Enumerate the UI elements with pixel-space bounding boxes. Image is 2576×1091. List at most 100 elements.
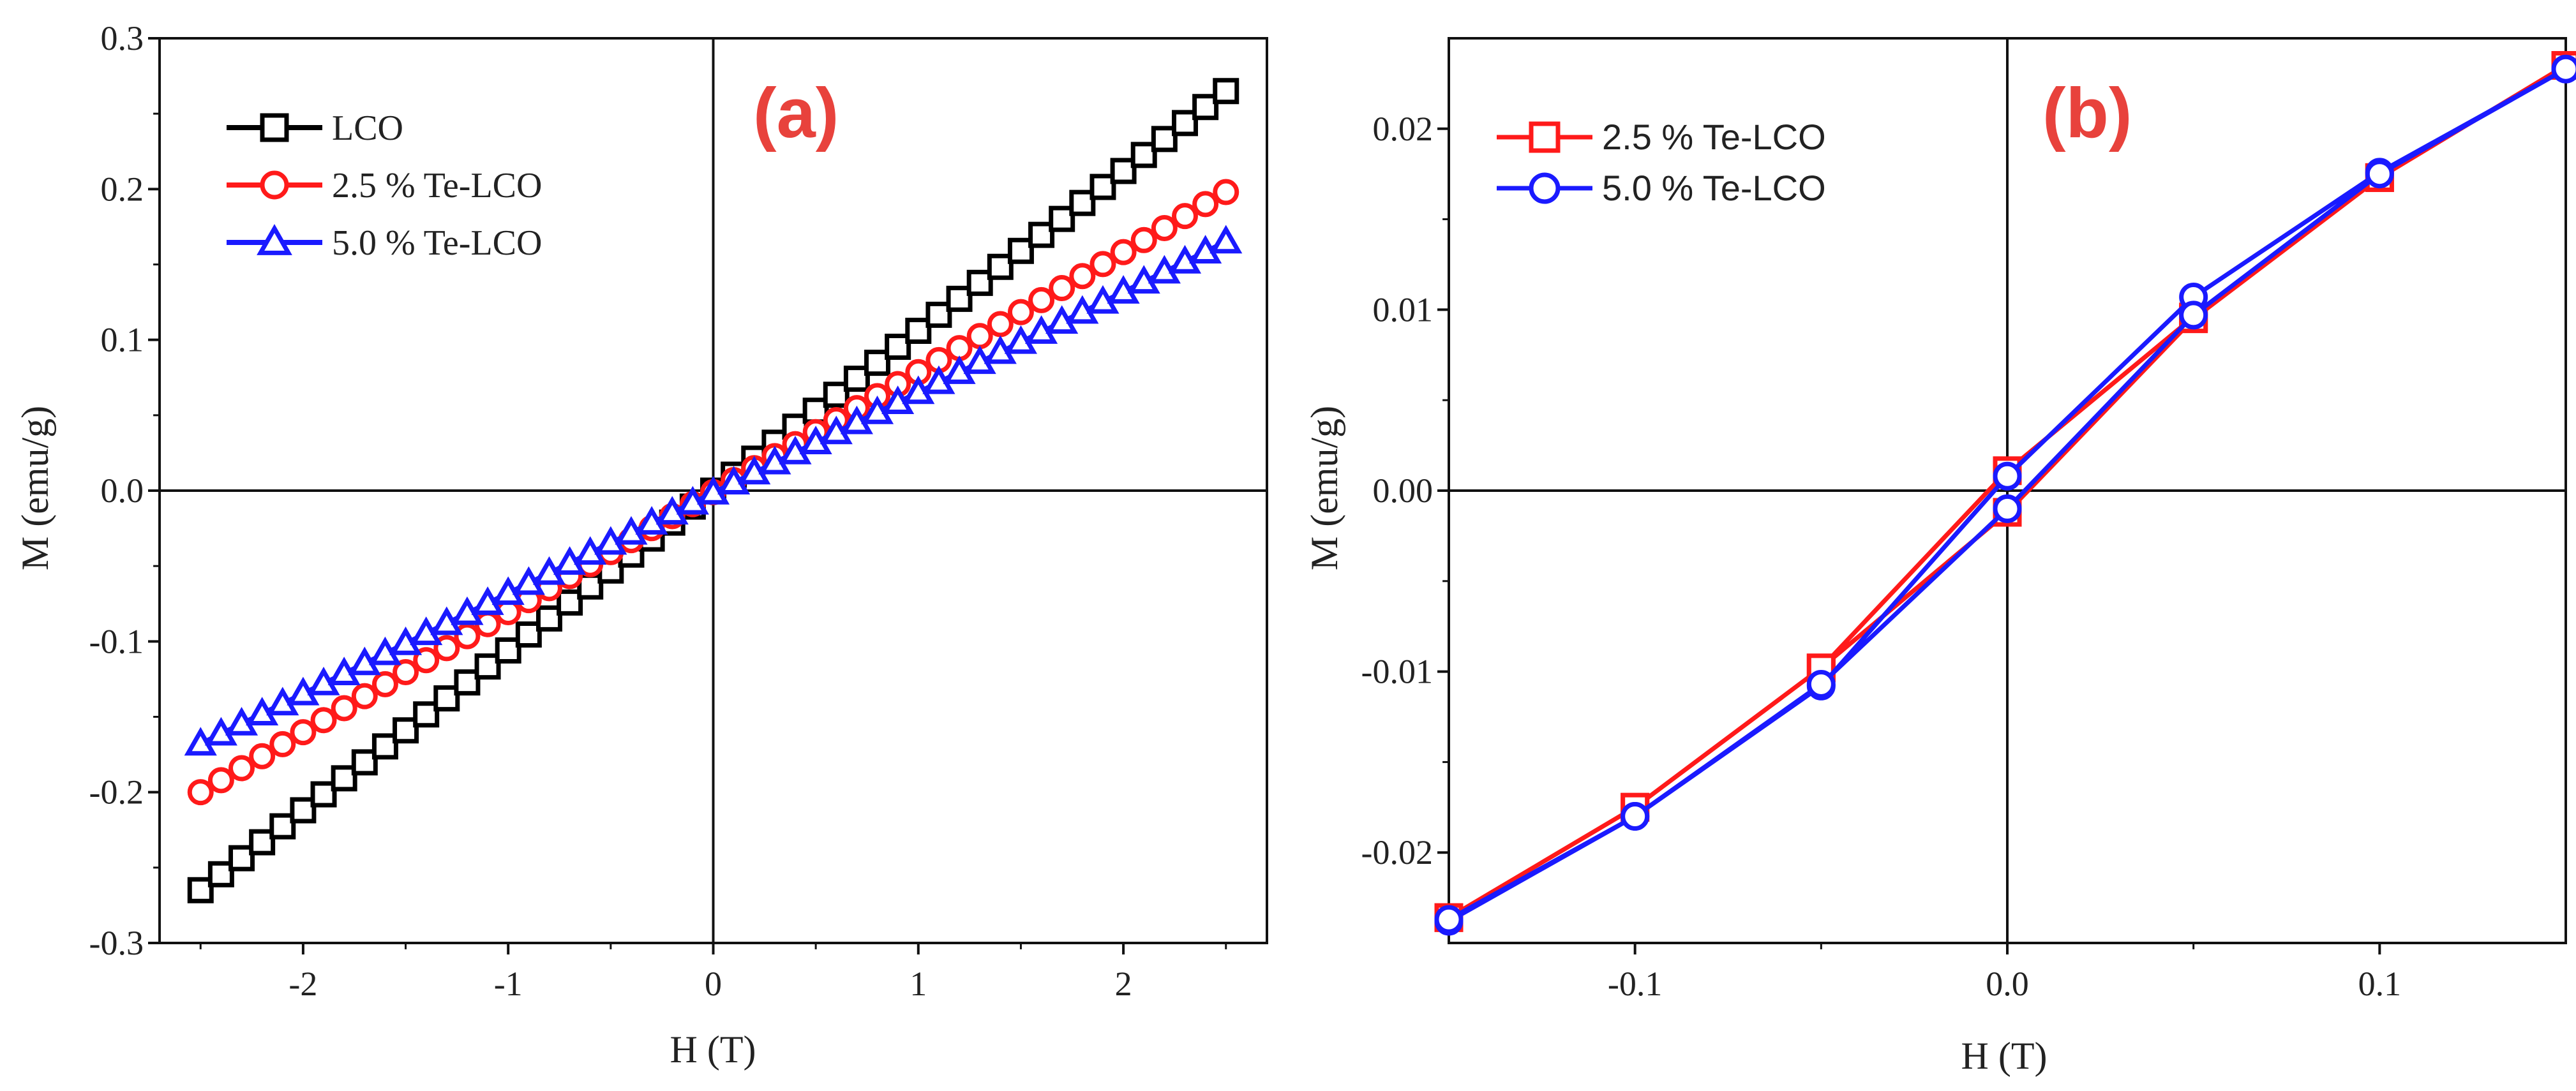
series-5-0-te-lco-point xyxy=(1993,461,2022,491)
series-5-0-te-lco-point xyxy=(1806,669,1836,699)
x-tick-label: -0.1 xyxy=(1608,965,1662,1003)
series-2-5-te-lco-point xyxy=(1007,299,1034,325)
series-lco-point xyxy=(433,685,460,712)
series-lco-point xyxy=(393,717,419,744)
legend-label: 2.5 % Te-LCO xyxy=(332,166,542,205)
y-tick-label: 0.00 xyxy=(1373,471,1434,510)
series-lco-point xyxy=(1110,158,1137,184)
series-2-5-te-lco-point xyxy=(966,323,993,350)
series-lco-point xyxy=(1069,189,1096,216)
series-2-5-te-lco-point xyxy=(1049,275,1075,302)
series-5-0-te-lco xyxy=(184,225,1243,756)
y-tick-label: 0.0 xyxy=(101,471,144,510)
legend-marker xyxy=(260,113,289,142)
y-tick-label: 0.01 xyxy=(1373,290,1434,329)
series-lco-point xyxy=(207,861,234,887)
panel-b-series xyxy=(1434,51,2576,936)
series-5-0-te-lco xyxy=(1434,54,2576,936)
y-tick-label: 0.2 xyxy=(101,170,144,208)
series-2-5-te-lco-point xyxy=(1130,226,1157,253)
series-lco-point xyxy=(228,845,255,872)
series-2-5-te-lco-point xyxy=(351,683,378,709)
panel-b-legend: 2.5 % Te-LCO 5.0 % Te-LCO xyxy=(1497,117,1826,208)
series-lco-point xyxy=(1090,174,1116,200)
series-lco-point xyxy=(474,653,501,680)
legend-marker xyxy=(1529,172,1561,204)
panel-b-ticks: -0.1 0.0 0.1 -0.02 -0.01 0.00 0.01 0.02 xyxy=(1361,110,2402,1003)
series-lco-point xyxy=(864,350,891,376)
series-lco-point xyxy=(1192,94,1219,121)
series-lco-point xyxy=(269,813,296,840)
series-2-5-te-lco-point xyxy=(228,755,255,782)
series-lco-point xyxy=(966,269,993,296)
y-tick-label: -0.3 xyxy=(89,924,144,962)
panel-a-legend: LCO 2.5 % Te-LCO 5.0 % Te-LCO xyxy=(227,108,542,263)
y-tick-label: 0.02 xyxy=(1373,110,1434,148)
series-lco-point xyxy=(351,749,378,776)
panel-a-ticks: -2 -1 0 1 2 -0.3 -0.2 -0.1 0.0 0.1 0.2 0.3 xyxy=(89,19,1227,1003)
series-2-5-te-lco-point xyxy=(207,767,234,794)
x-tick-label: 1 xyxy=(910,965,927,1003)
y-tick-label: 0.3 xyxy=(101,19,144,57)
legend-marker xyxy=(257,224,292,255)
panel-b-chart: -0.1 0.0 0.1 -0.02 -0.01 0.00 0.01 0.02 2.5 % T… xyxy=(1303,37,2576,1077)
series-2-5-te-lco-point xyxy=(393,659,419,686)
panel-a-chart: -2 -1 0 1 2 -0.3 -0.2 -0.1 0.0 0.1 0.2 0.3 LCO 2.5 %… xyxy=(14,19,1268,1071)
panel-b-x-axis-label: H (T) xyxy=(1961,1035,2048,1077)
series-lco-point xyxy=(1130,142,1157,168)
x-tick-label: 0.1 xyxy=(2358,965,2402,1003)
legend-label: 5.0 % Te-LCO xyxy=(332,223,542,263)
x-tick-label: 2 xyxy=(1115,965,1132,1003)
series-2-5-te-lco-point xyxy=(1110,239,1137,265)
series-2-5-te-lco-point xyxy=(187,779,214,806)
series-2-5-te-lco-point xyxy=(269,731,296,757)
series-5-0-te-lco-point xyxy=(1993,494,2022,523)
series-2-5-te-lco-point xyxy=(987,311,1014,338)
series-lco-point xyxy=(249,829,276,856)
series-lco-point xyxy=(905,317,932,344)
x-tick-label: 0 xyxy=(705,965,722,1003)
series-lco-point xyxy=(1007,237,1034,264)
series-lco-point xyxy=(1213,78,1239,105)
series-lco-point xyxy=(987,253,1014,280)
series-5-0-te-lco-point xyxy=(2551,54,2576,84)
series-lco-point xyxy=(454,669,481,696)
y-tick-label: -0.2 xyxy=(89,773,144,812)
series-lco-point xyxy=(1049,205,1075,232)
series-2-5-te-lco-point xyxy=(290,719,317,746)
panel-a-tag: (a) xyxy=(753,74,839,152)
series-2-5-te-lco-point xyxy=(454,623,481,649)
series-2-5-te-lco-point xyxy=(1171,203,1198,230)
y-tick-label: 0.1 xyxy=(101,321,144,359)
legend-marker xyxy=(1529,121,1561,153)
legend-label: LCO xyxy=(332,108,403,148)
series-lco-point xyxy=(290,797,317,824)
series-lco-point xyxy=(310,781,337,808)
panel-a-series xyxy=(184,78,1243,903)
series-lco-point xyxy=(413,701,440,728)
series-5-0-te-lco-point xyxy=(2179,301,2208,330)
series-5-0-te-lco-point xyxy=(2365,160,2394,189)
series-lco-point xyxy=(371,733,398,760)
series-lco-point xyxy=(515,621,542,648)
y-tick-label: -0.1 xyxy=(89,622,144,660)
series-2-5-te-lco-point xyxy=(433,635,460,662)
series-2-5-te-lco-point xyxy=(1028,286,1055,313)
series-lco-point xyxy=(1028,221,1055,248)
series-lco-point xyxy=(1151,126,1178,152)
panel-a-x-axis-label: H (T) xyxy=(670,1028,756,1071)
legend-label: 2.5 % Te-LCO xyxy=(1602,117,1826,157)
series-2-5-te-lco-point xyxy=(1069,263,1096,290)
series-lco-point xyxy=(535,605,562,632)
x-tick-label: -1 xyxy=(494,965,523,1003)
series-2-5-te-lco-point xyxy=(331,695,357,722)
series-2-5-te-lco-point xyxy=(1213,179,1239,205)
series-2-5-te-lco-point xyxy=(310,707,337,734)
x-tick-label: -2 xyxy=(288,965,317,1003)
series-lco-point xyxy=(331,765,357,792)
y-tick-label: -0.01 xyxy=(1361,653,1433,691)
series-lco-point xyxy=(885,334,911,360)
series-lco-point xyxy=(187,877,214,903)
